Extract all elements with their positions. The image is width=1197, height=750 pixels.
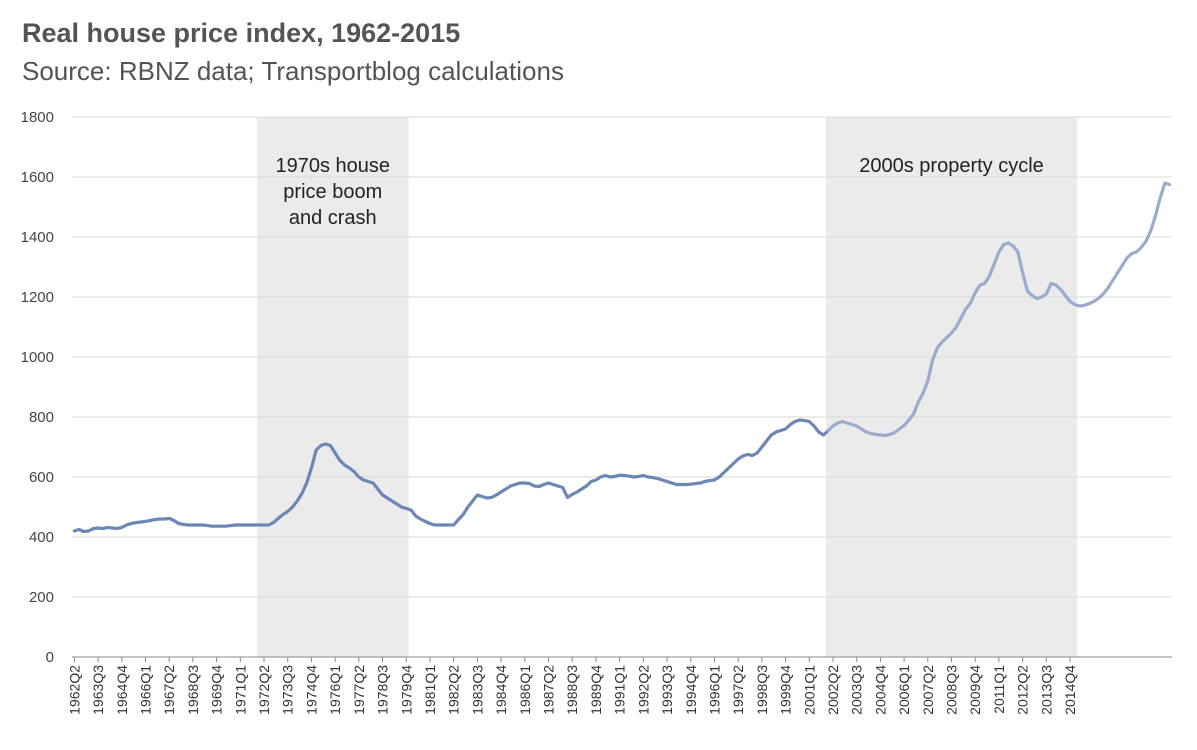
chart-title: Real house price index, 1962-2015 — [22, 18, 461, 48]
y-tick-label: 1600 — [21, 169, 54, 186]
x-tick-label: 1979Q4 — [398, 665, 414, 715]
shaded-regions — [256, 117, 1078, 657]
x-tick-label: 2013Q3 — [1038, 665, 1054, 715]
gridlines — [72, 116, 1172, 658]
chart-subtitle: Source: RBNZ data; Transportblog calcula… — [22, 56, 564, 86]
x-tick-label: 2007Q2 — [920, 665, 936, 715]
x-tick-label: 1973Q3 — [280, 665, 296, 715]
x-tick-label: 2009Q4 — [967, 665, 983, 715]
y-tick-label: 1200 — [21, 289, 54, 306]
x-tick-label: 1978Q3 — [375, 665, 391, 715]
x-tick-label: 1981Q1 — [422, 665, 438, 715]
x-tick-label: 2001Q1 — [801, 665, 817, 715]
x-tick-label: 1988Q3 — [564, 665, 580, 715]
x-tick-label: 1998Q3 — [754, 665, 770, 715]
x-tick-label: 1971Q1 — [232, 665, 248, 715]
x-tick-label: 1986Q1 — [517, 665, 533, 715]
x-tick-label: 1962Q2 — [66, 665, 82, 715]
x-tick-label: 1967Q2 — [161, 665, 177, 715]
x-tick-label: 1968Q3 — [185, 665, 201, 715]
shaded-region-label-2: 2000s property cycle — [859, 155, 1044, 177]
x-tick-label: 1991Q1 — [612, 665, 628, 715]
shaded-region-labels: 1970s house price boom and crash 2000s prop… — [276, 155, 1044, 229]
x-tick-label: 2012Q2 — [1015, 665, 1031, 715]
x-tick-label: 1983Q3 — [469, 665, 485, 715]
x-tick-label: 1996Q1 — [706, 665, 722, 715]
x-tick-label: 1982Q2 — [446, 665, 462, 715]
x-tick-label: 2008Q3 — [944, 665, 960, 715]
series-lines — [72, 181, 1172, 534]
shaded-region-label-line: 1970s house — [276, 155, 391, 177]
x-tick-label: 2006Q1 — [896, 665, 912, 715]
y-axis-ticks: 0 200 400 600 800 1000 1200 1400 1600 1800 — [21, 109, 54, 666]
x-tick-label: 1977Q2 — [351, 665, 367, 715]
x-tick-label: 2014Q4 — [1062, 665, 1078, 715]
x-tick-label: 2011Q1 — [991, 665, 1007, 714]
y-tick-label: 1000 — [21, 349, 54, 366]
x-axis-ticks: 1962Q2 1963Q3 1964Q4 1966Q1 1967Q2 1968Q3 1969… — [66, 657, 1078, 715]
shaded-region-label-line: price boom — [283, 181, 382, 203]
x-tick-label: 1963Q3 — [90, 665, 106, 715]
x-tick-label: 1999Q4 — [778, 665, 794, 715]
shaded-region-label-line: and crash — [289, 207, 377, 229]
x-tick-label: 2002Q2 — [825, 665, 841, 715]
y-tick-label: 800 — [29, 409, 54, 426]
x-tick-label: 1987Q2 — [541, 665, 557, 715]
series-line-early — [72, 418, 830, 534]
x-tick-label: 1974Q4 — [303, 665, 319, 715]
x-tick-label: 1992Q2 — [635, 665, 651, 715]
x-tick-label: 1984Q4 — [493, 665, 509, 715]
y-tick-label: 400 — [29, 529, 54, 546]
x-tick-label: 1972Q2 — [256, 665, 272, 715]
shaded-region-2 — [825, 117, 1078, 657]
x-tick-label: 1989Q4 — [588, 665, 604, 715]
x-tick-label: 2004Q4 — [872, 665, 888, 715]
x-tick-label: 1997Q2 — [730, 665, 746, 715]
x-tick-label: 1993Q3 — [659, 665, 675, 715]
y-tick-label: 600 — [29, 469, 54, 486]
series-line-late — [826, 181, 1172, 438]
x-tick-label: 2003Q3 — [849, 665, 865, 715]
x-tick-label: 1969Q4 — [209, 665, 225, 715]
shaded-region-label-1: 1970s house price boom and crash — [276, 155, 391, 229]
y-tick-label: 1400 — [21, 229, 54, 246]
y-tick-label: 0 — [46, 649, 54, 666]
y-tick-label: 1800 — [21, 109, 54, 126]
y-tick-label: 200 — [29, 589, 54, 606]
x-tick-label: 1964Q4 — [114, 665, 130, 715]
shaded-region-label-line: 2000s property cycle — [859, 155, 1044, 177]
shaded-region-1 — [256, 117, 409, 657]
x-tick-label: 1966Q1 — [137, 665, 153, 715]
x-tick-label: 1994Q4 — [683, 665, 699, 715]
x-tick-label: 1976Q1 — [327, 665, 343, 715]
